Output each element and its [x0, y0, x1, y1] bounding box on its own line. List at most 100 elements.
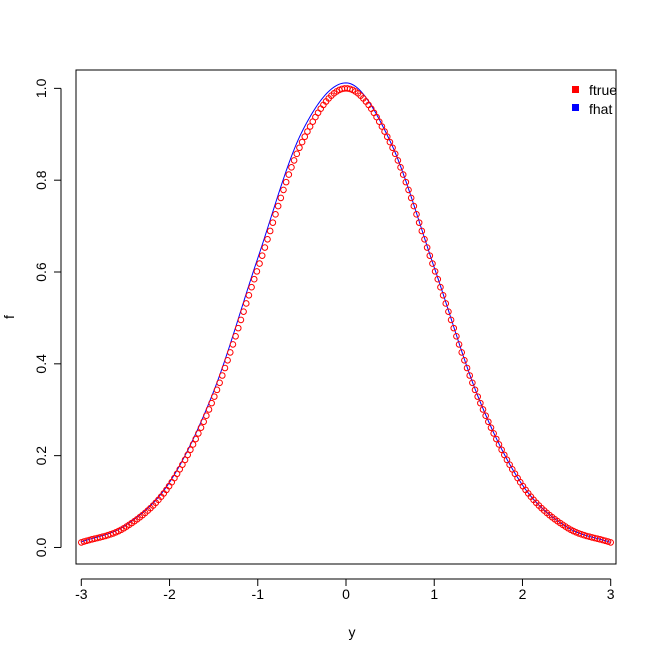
ftrue-point	[445, 308, 452, 315]
ftrue-point	[389, 144, 396, 152]
legend: ftrue fhat	[572, 82, 617, 117]
ftrue-point	[402, 178, 410, 186]
legend-label-fhat: fhat	[589, 101, 612, 117]
ftrue-point	[498, 446, 505, 454]
ftrue-point	[439, 291, 447, 299]
ftrue-point	[288, 164, 295, 171]
ftrue-point	[195, 430, 202, 437]
legend-key-ftrue	[572, 86, 579, 93]
ftrue-point	[391, 150, 399, 158]
x-tick-label: -3	[75, 586, 88, 602]
y-tick-label: 1.0	[33, 78, 49, 98]
ftrue-point	[482, 412, 489, 419]
ftrue-point	[426, 252, 434, 259]
plot-frame	[75, 69, 617, 565]
ftrue-point	[397, 164, 404, 171]
ftrue-point	[290, 157, 298, 164]
ftrue-point	[429, 260, 436, 267]
ftrue-point	[211, 393, 218, 400]
ftrue-point	[205, 406, 213, 413]
ftrue-point	[431, 268, 439, 275]
ftrue-point	[208, 399, 215, 407]
ftrue-point	[487, 424, 495, 431]
x-tick-label: 3	[607, 586, 615, 602]
ftrue-point	[218, 372, 226, 379]
ftrue-point	[495, 441, 503, 448]
y-axis: 0.0 0.2 0.4 0.6 0.8 1.0	[33, 78, 62, 558]
ftrue-point	[216, 379, 223, 387]
ftrue-point	[306, 123, 314, 130]
ftrue-point	[442, 300, 450, 307]
ftrue-point	[269, 219, 277, 226]
ftrue-point	[272, 211, 279, 218]
ftrue-point	[232, 333, 239, 340]
ftrue-point	[407, 194, 415, 202]
ftrue-point	[181, 456, 189, 464]
ftrue-point	[503, 456, 511, 464]
ftrue-point	[463, 364, 471, 372]
ftrue-point	[261, 244, 269, 251]
ftrue-point	[301, 133, 309, 141]
fhat-line	[81, 82, 611, 543]
ftrue-point	[184, 451, 192, 459]
ftrue-point	[304, 128, 311, 135]
y-tick-label: 0.0	[33, 538, 49, 558]
x-tick-label: 2	[519, 586, 527, 602]
ftrue-point	[296, 144, 303, 152]
ftrue-point	[386, 138, 394, 146]
ftrue-point	[197, 424, 205, 431]
ftrue-point	[418, 227, 426, 235]
ftrue-point	[264, 235, 271, 243]
ftrue-point	[192, 435, 199, 443]
ftrue-point	[250, 275, 258, 283]
ftrue-point	[485, 418, 492, 426]
ftrue-point	[493, 435, 500, 443]
ftrue-point	[490, 430, 497, 437]
ftrue-point	[500, 451, 508, 459]
ftrue-point	[203, 412, 210, 419]
y-tick-label: 0.2	[33, 446, 49, 466]
ftrue-point	[405, 186, 412, 194]
y-tick-label: 0.6	[33, 262, 49, 282]
ftrue-point	[298, 138, 306, 146]
ftrue-point	[179, 461, 186, 468]
ftrue-point	[607, 539, 615, 546]
x-tick-label: 1	[430, 586, 438, 602]
ftrue-point	[378, 123, 386, 130]
x-tick-label: -2	[163, 586, 176, 602]
ftrue-point	[394, 157, 402, 164]
ftrue-point	[423, 244, 431, 251]
ftrue-point	[213, 386, 221, 394]
ftrue-point	[226, 349, 234, 356]
ftrue-point	[447, 316, 455, 324]
ftrue-point	[189, 441, 197, 448]
ftrue-point	[280, 186, 287, 194]
ftrue-point	[234, 324, 242, 332]
y-tick-label: 0.8	[33, 170, 49, 190]
ftrue-point	[245, 291, 253, 299]
ftrue-point	[293, 150, 301, 158]
ftrue-point	[437, 283, 444, 291]
ftrue-point	[383, 133, 391, 141]
ftrue-point	[237, 316, 245, 324]
ftrue-point	[453, 333, 460, 340]
ftrue-point	[466, 372, 474, 379]
ftrue-point	[410, 202, 418, 210]
ftrue-point	[474, 393, 481, 400]
ftrue-point	[224, 356, 231, 364]
ftrue-point	[413, 211, 420, 218]
ftrue-point	[381, 128, 388, 135]
ftrue-point	[399, 171, 407, 178]
y-tick-label: 0.4	[33, 354, 49, 374]
ftrue-point	[274, 202, 282, 210]
ftrue-point	[455, 341, 463, 348]
ftrue-point	[458, 349, 466, 356]
ftrue-point	[285, 171, 293, 178]
y-axis-label: f	[1, 315, 17, 319]
ftrue-point	[421, 235, 428, 243]
ftrue-point	[258, 252, 266, 259]
ftrue-point	[469, 379, 476, 387]
ftrue-point	[314, 109, 322, 117]
ftrue-point	[240, 308, 247, 315]
